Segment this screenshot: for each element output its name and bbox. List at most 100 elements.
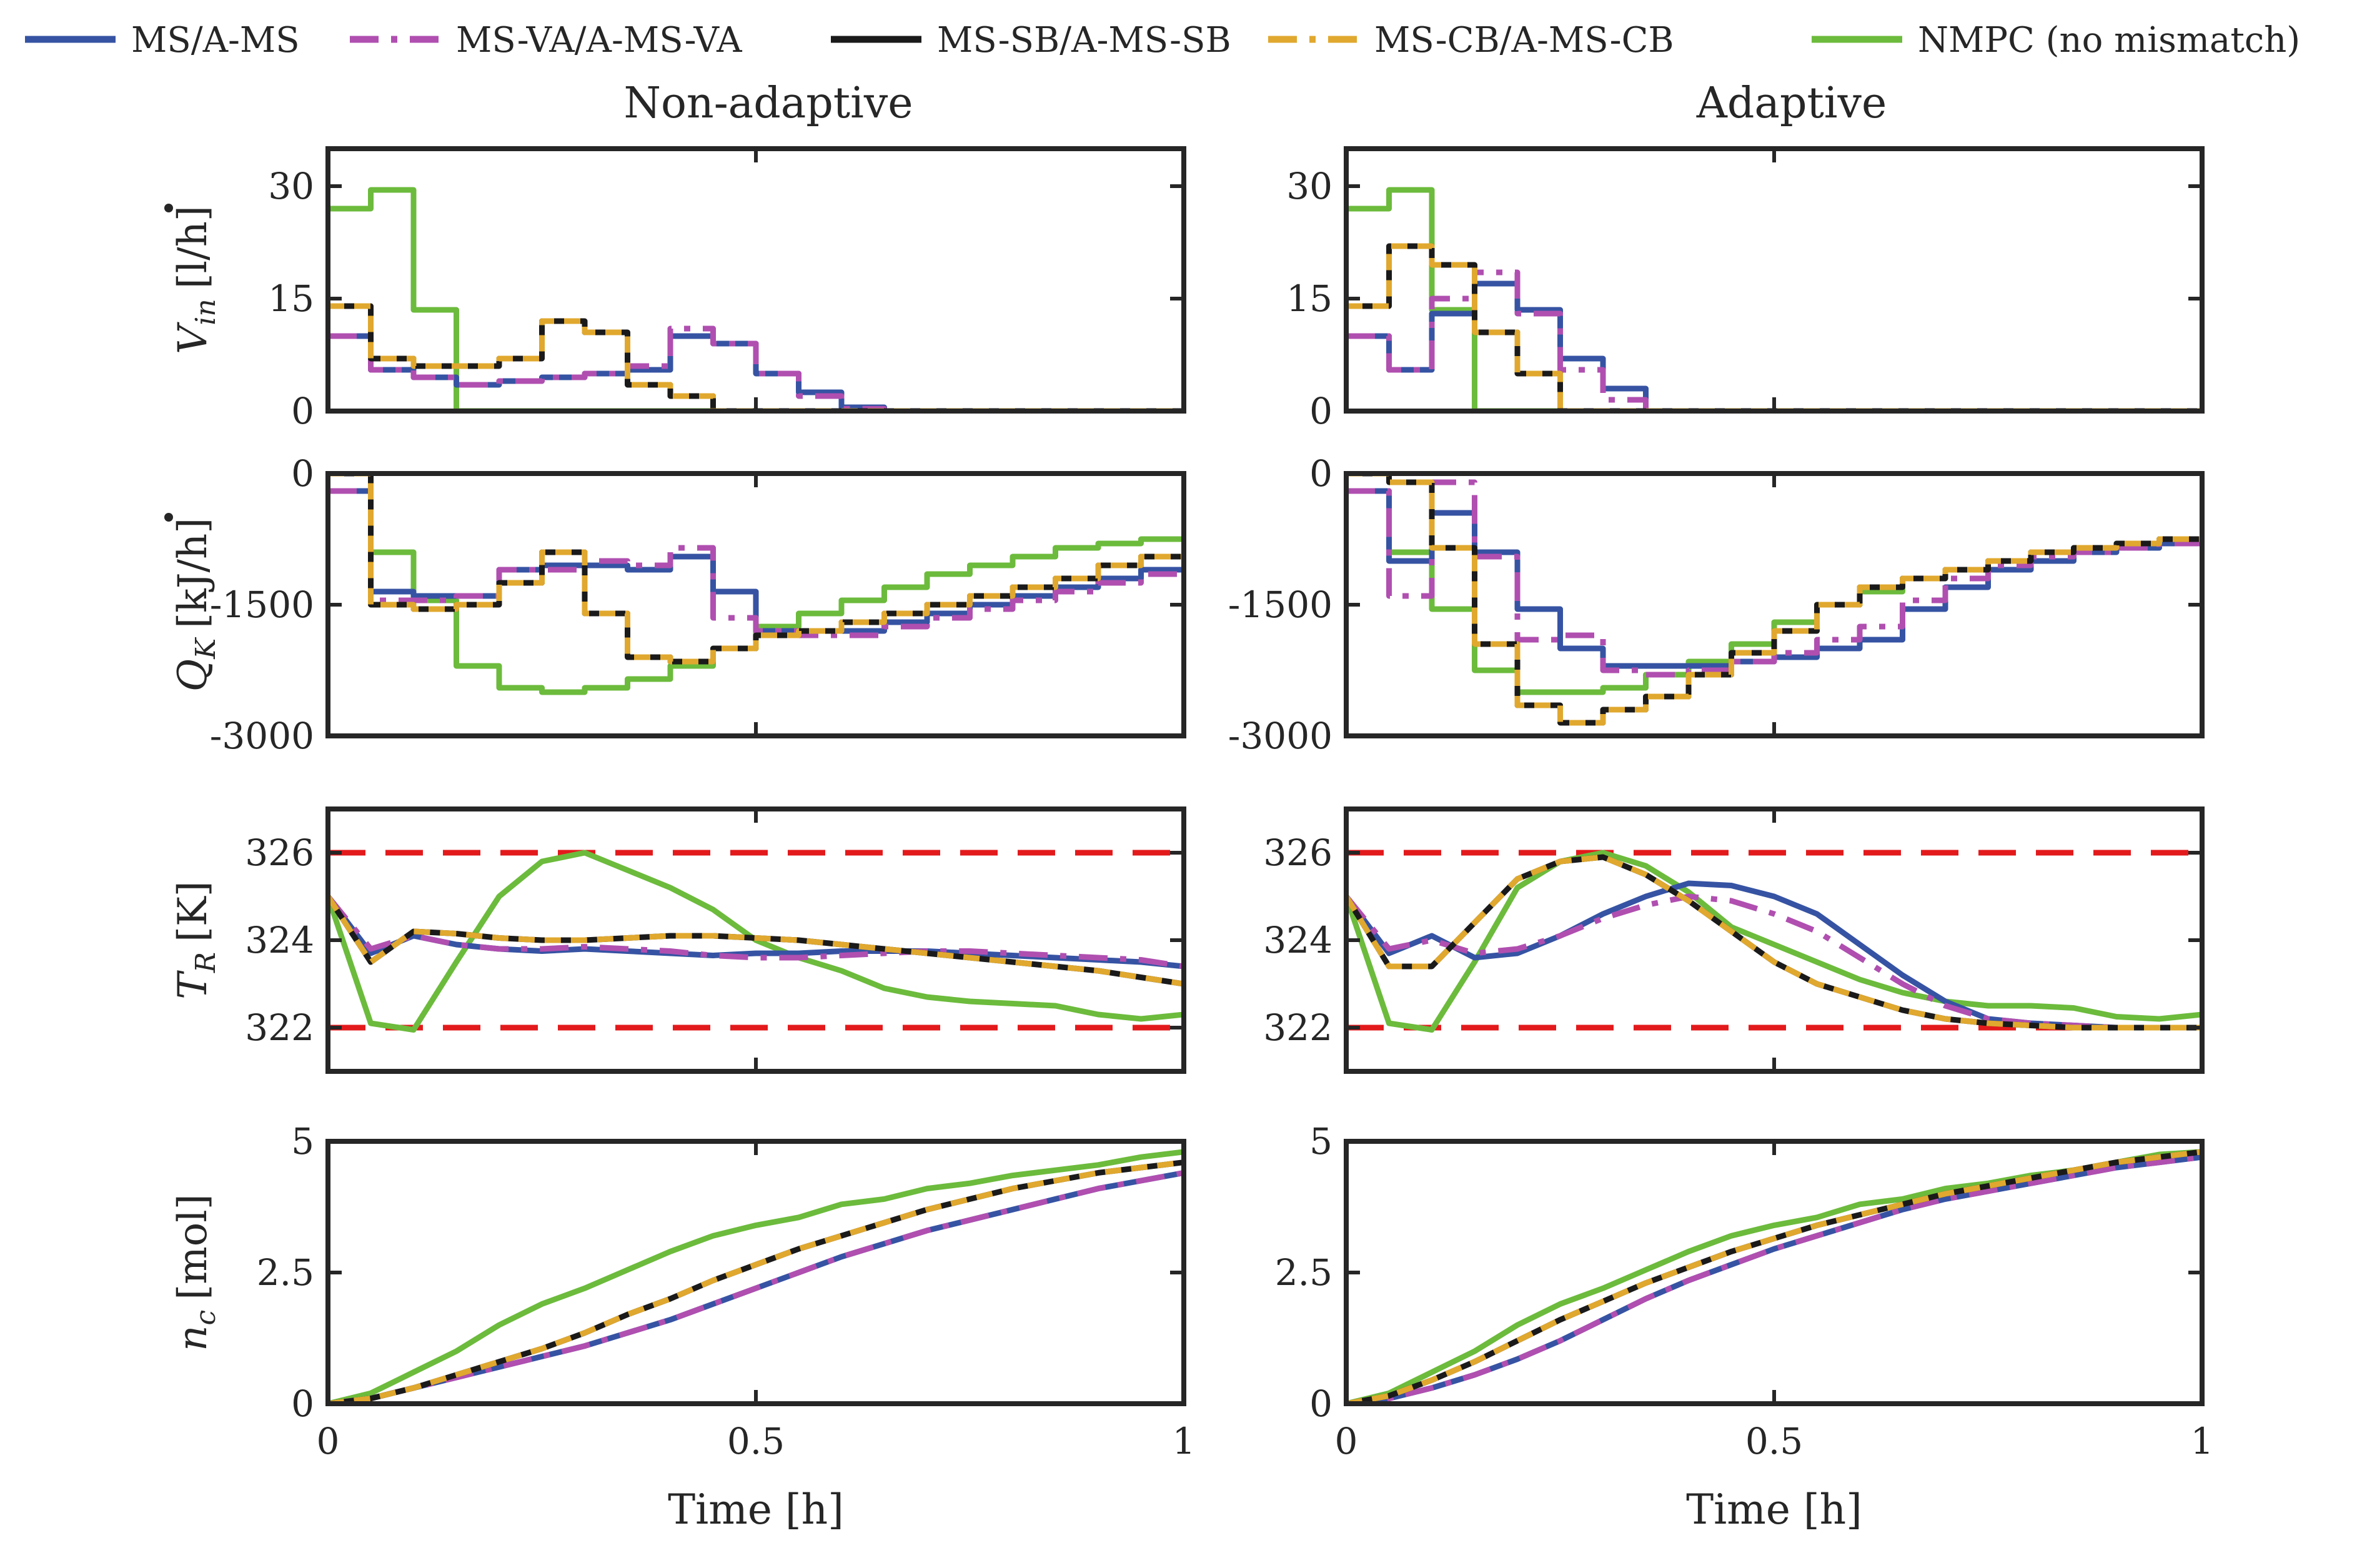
derivative-dot xyxy=(164,513,173,522)
legend-label-cb: MS-CB/A-MS-CB xyxy=(1374,20,1674,61)
series-line-nmpc xyxy=(328,1149,1184,1404)
series-line-cb xyxy=(1346,243,2202,411)
plot-area xyxy=(1346,1149,2202,1404)
legend-item-ms: MS/A-MS xyxy=(25,20,300,61)
y-tick-label: 322 xyxy=(245,1006,314,1049)
subplot-grid: 01530Vin[l/h]01530-3000-15000QK[kJ/h]-30… xyxy=(164,146,2214,1534)
panel-vin-nonadaptive: 0 15 30 Vin [l/h] xyxy=(164,146,1186,432)
y-tick-label: -1500 xyxy=(1228,583,1332,626)
y-tick-label: 5 xyxy=(1309,1120,1332,1163)
y-tick-label: 0 xyxy=(1309,1382,1332,1425)
series-line-nmpc xyxy=(328,187,1184,411)
y-axis-symbol: Q xyxy=(170,659,216,692)
y-axis-label: nc [mol] xyxy=(170,1194,222,1351)
legend-label-sb: MS-SB/A-MS-SB xyxy=(937,20,1231,61)
x-tick-label: 0.5 xyxy=(1745,1420,1803,1462)
legend: MS/A-MS MS-VA/A-MS-VA MS-SB/A-MS-SB MS-CB/A… xyxy=(25,20,2300,61)
series-line-cb xyxy=(328,303,1184,411)
legend-item-nmpc: NMPC (no mismatch) xyxy=(1812,20,2300,61)
y-tick-label: 15 xyxy=(268,277,314,320)
panel-nc-nonadaptive: 0 2.5 5 0 0.5 1 Time [h] nc [mol] xyxy=(170,1120,1195,1534)
x-axis-label: Time [h] xyxy=(1686,1486,1862,1534)
series-line-cb xyxy=(328,895,1184,987)
series-line-sb xyxy=(1346,1149,2202,1404)
legend-item-sb: MS-SB/A-MS-SB xyxy=(831,20,1231,61)
series-line-cb xyxy=(328,1159,1184,1404)
panel-nc-adaptive: 0 2.5 5 0 0.5 1 Time [h] xyxy=(1275,1120,2214,1534)
y-axis-subscript: K xyxy=(190,637,222,660)
y-axis-label: Vin [l/h] xyxy=(170,206,222,354)
y-axis-subscript: R xyxy=(190,952,222,973)
panel-qk-adaptive: -3000 -1500 0 xyxy=(1228,452,2205,757)
legend-item-cb: MS-CB/A-MS-CB xyxy=(1268,20,1674,61)
y-axis-subscript: in xyxy=(190,299,222,325)
y-tick-label: 326 xyxy=(1263,831,1332,874)
plot-area xyxy=(328,474,1184,695)
y-tick-label: 30 xyxy=(268,165,314,207)
x-tick-label: 0.5 xyxy=(727,1420,785,1462)
series-line-ms xyxy=(1346,1154,2202,1404)
legend-label-nmpc: NMPC (no mismatch) xyxy=(1918,20,2300,61)
legend-label-va: MS-VA/A-MS-VA xyxy=(456,20,742,61)
plot-area xyxy=(328,1149,1184,1404)
x-tick-label: 1 xyxy=(2191,1420,2214,1462)
plot-area xyxy=(328,850,1184,1033)
y-tick-label: 0 xyxy=(291,390,314,432)
y-axis-subscript: c xyxy=(190,1310,222,1326)
series-line-va xyxy=(328,1169,1184,1404)
legend-label-ms: MS/A-MS xyxy=(131,20,300,61)
column-title-adaptive: Adaptive xyxy=(1696,79,1887,128)
series-line-va xyxy=(1346,1154,2202,1404)
y-axis-symbol: V xyxy=(170,322,216,354)
y-axis-label: TR [K] xyxy=(170,881,222,1000)
series-line-nmpc xyxy=(1346,187,2202,411)
series-line-cb xyxy=(328,474,1184,665)
panel-tr-adaptive: 322 324 326 xyxy=(1263,806,2205,1074)
y-tick-label: 326 xyxy=(245,831,314,874)
series-line-ms xyxy=(1346,488,2202,669)
plot-area xyxy=(1346,474,2202,726)
legend-item-va: MS-VA/A-MS-VA xyxy=(350,20,742,61)
series-line-cb xyxy=(1346,1149,2202,1404)
series-line-nmpc xyxy=(1346,850,2202,1033)
y-tick-label: 2.5 xyxy=(257,1251,314,1294)
y-tick-label: 0 xyxy=(1309,452,1332,495)
y-tick-label: 322 xyxy=(1263,1006,1332,1049)
y-axis-unit: [kJ/h] xyxy=(170,518,216,628)
series-line-va xyxy=(1346,479,2202,678)
column-titles: Non-adaptive Adaptive xyxy=(623,79,1887,128)
y-axis-unit: [K] xyxy=(170,881,216,942)
series-line-cb xyxy=(1346,474,2202,726)
series-line-nmpc xyxy=(328,850,1184,1033)
derivative-dot xyxy=(164,204,173,212)
x-axis-label: Time [h] xyxy=(668,1486,844,1534)
series-line-va xyxy=(1346,893,2202,1031)
series-line-ms xyxy=(328,333,1184,411)
panel-tr-nonadaptive: 322 324 326 TR [K] xyxy=(170,806,1186,1074)
plot-area xyxy=(328,187,1184,411)
panel-vin-adaptive: 0 15 30 xyxy=(1286,146,2205,432)
column-title-nonadaptive: Non-adaptive xyxy=(623,79,913,128)
y-tick-label: 0 xyxy=(1309,390,1332,432)
series-line-va xyxy=(328,895,1184,970)
y-axis-symbol: n xyxy=(170,1326,216,1351)
y-axis-symbol: T xyxy=(170,970,216,1000)
plot-area xyxy=(1346,850,2202,1033)
series-line-cb xyxy=(1346,854,2202,1031)
series-line-va xyxy=(1346,269,2202,411)
y-tick-label: 0 xyxy=(291,452,314,495)
y-tick-label: -3000 xyxy=(210,715,314,757)
y-tick-label: 324 xyxy=(245,919,314,961)
y-tick-label: 30 xyxy=(1286,165,1332,207)
series-line-nmpc xyxy=(1346,1149,2202,1404)
y-tick-label: -3000 xyxy=(1228,715,1332,757)
x-tick-label: 0 xyxy=(1335,1420,1358,1462)
y-tick-label: 324 xyxy=(1263,919,1332,961)
y-axis-unit: [mol] xyxy=(170,1194,216,1300)
plot-area xyxy=(1346,187,2202,411)
x-tick-label: 1 xyxy=(1173,1420,1196,1462)
axes-frame xyxy=(1344,806,2205,1074)
y-axis-label: QK [kJ/h] xyxy=(170,518,222,692)
y-tick-label: 2.5 xyxy=(1275,1251,1332,1294)
